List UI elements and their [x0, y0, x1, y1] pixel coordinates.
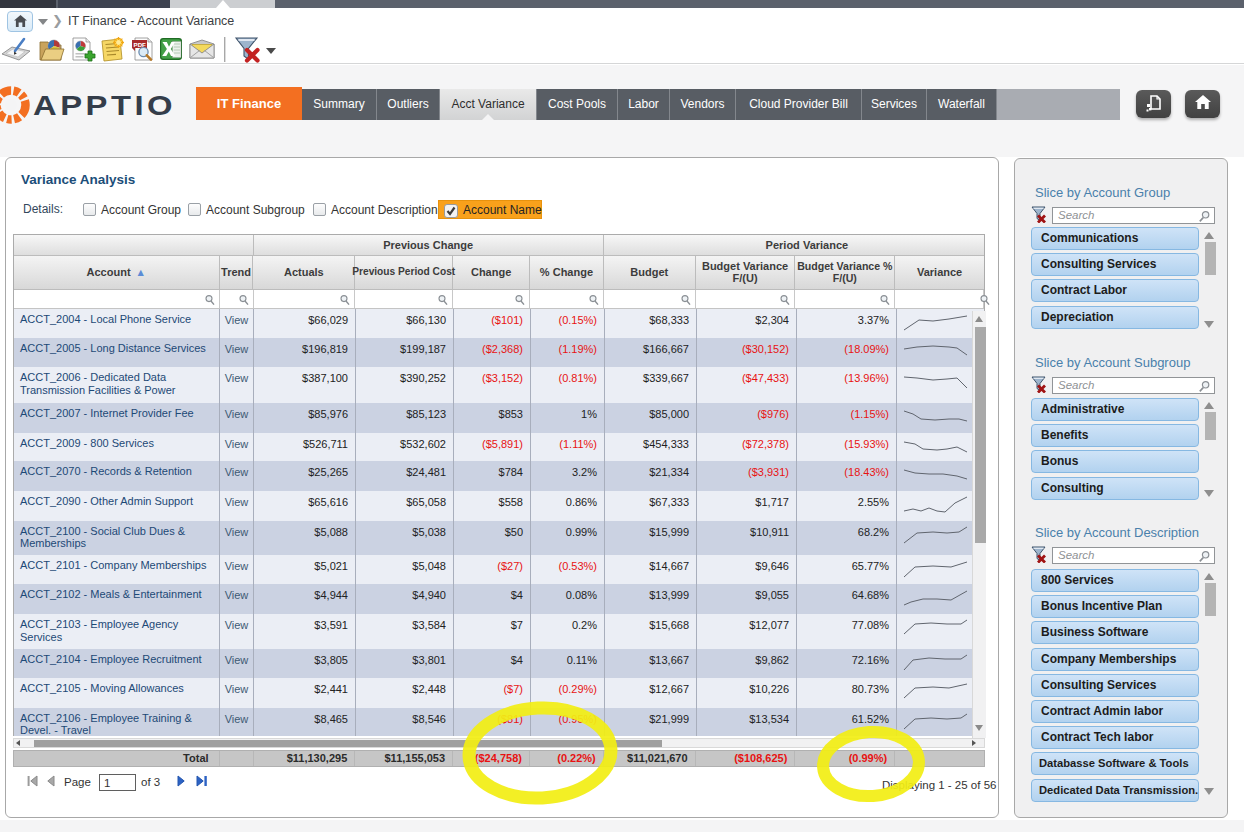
svg-text:PDF: PDF — [134, 41, 147, 48]
